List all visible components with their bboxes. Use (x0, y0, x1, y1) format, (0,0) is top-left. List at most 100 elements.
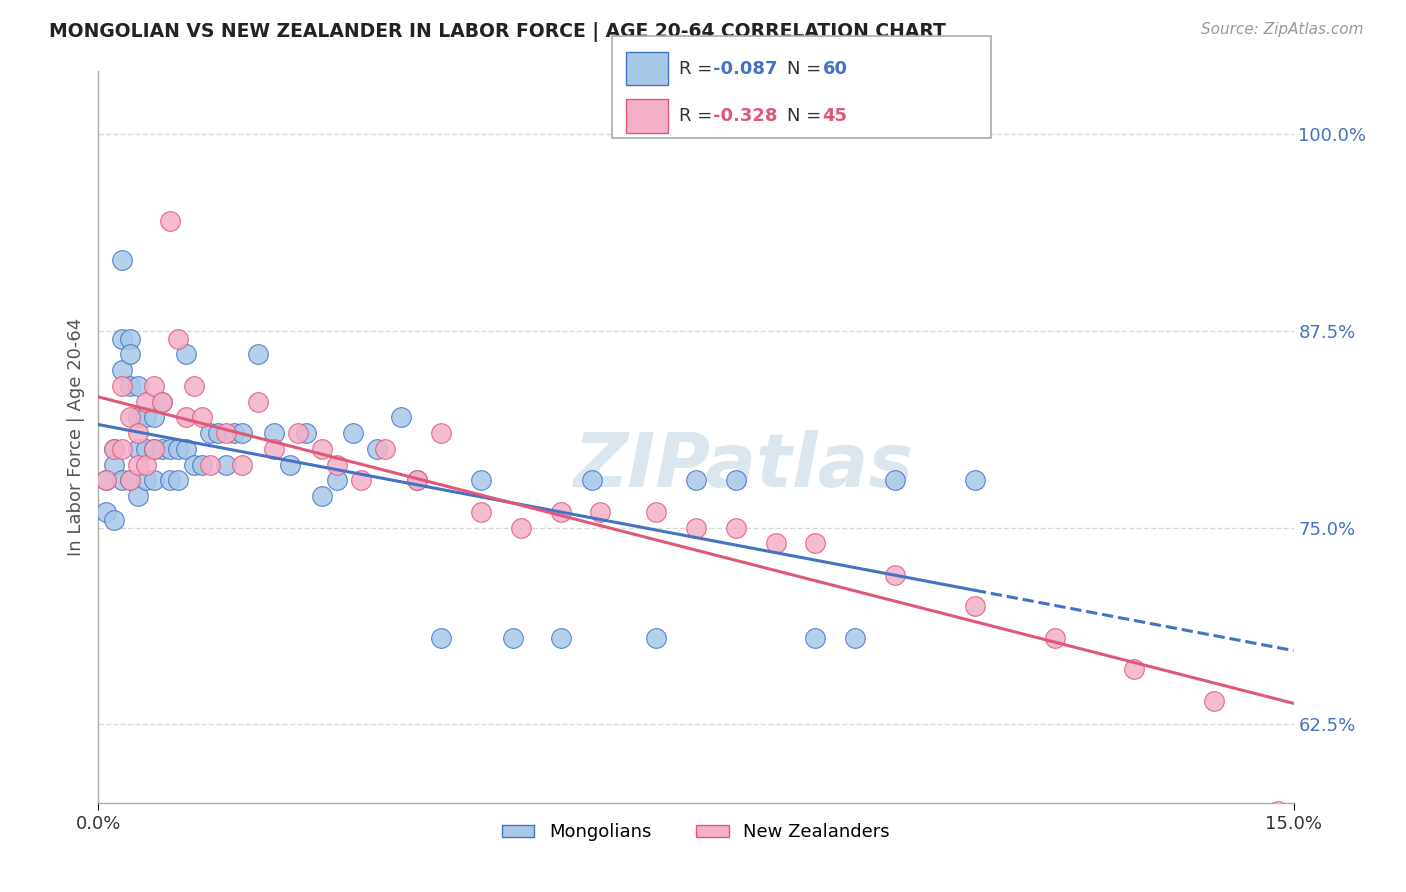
Point (963, 473, 986, 487)
Point (111, 473, 134, 487)
Point (804, 631, 827, 645)
Point (685, 520, 707, 534)
Point (1123, 662, 1146, 676)
Point (135, 394, 157, 409)
Point (167, 332, 190, 346)
Point (278, 458, 301, 472)
Point (103, 442, 125, 456)
Point (135, 473, 157, 487)
Point (366, 442, 388, 456)
Point (502, 631, 524, 645)
Point (1202, 693, 1225, 707)
Point (143, 442, 166, 456)
Point (326, 473, 349, 487)
Point (150, 394, 173, 409)
Point (470, 505, 492, 519)
Point (263, 442, 285, 456)
Point (509, 520, 531, 534)
Point (143, 442, 166, 456)
Point (389, 410, 412, 425)
Point (191, 458, 214, 472)
Point (406, 473, 429, 487)
Point (246, 394, 269, 409)
Point (342, 426, 364, 441)
Text: 60: 60 (823, 60, 848, 78)
Point (111, 253, 134, 268)
Point (120, 410, 142, 425)
Point (724, 473, 747, 487)
Point (430, 426, 453, 441)
Point (174, 442, 197, 456)
Point (183, 379, 205, 393)
Point (884, 473, 907, 487)
Point (103, 513, 125, 527)
Point (844, 631, 866, 645)
Text: N =: N = (787, 107, 827, 125)
Point (159, 214, 181, 228)
Point (159, 442, 181, 456)
Point (127, 410, 149, 425)
Point (1267, 804, 1289, 818)
Point (159, 473, 181, 487)
Point (884, 567, 907, 582)
Point (111, 442, 134, 456)
Point (589, 505, 612, 519)
Point (96, 473, 118, 487)
Point (143, 379, 166, 393)
Y-axis label: In Labor Force | Age 20-64: In Labor Force | Age 20-64 (66, 318, 84, 557)
Point (143, 473, 166, 487)
Point (326, 458, 349, 472)
Point (581, 473, 603, 487)
Text: -0.328: -0.328 (713, 107, 778, 125)
Point (294, 426, 316, 441)
Point (765, 536, 787, 550)
Point (135, 410, 157, 425)
Point (174, 410, 197, 425)
Point (167, 473, 190, 487)
Point (127, 442, 149, 456)
Point (120, 473, 142, 487)
Point (350, 473, 373, 487)
Text: N =: N = (787, 60, 827, 78)
Point (804, 536, 827, 550)
Point (231, 458, 253, 472)
Point (120, 473, 142, 487)
Point (222, 426, 245, 441)
Point (550, 505, 572, 519)
Point (127, 379, 149, 393)
Text: 45: 45 (823, 107, 848, 125)
Point (135, 442, 157, 456)
Point (103, 458, 125, 472)
Point (127, 489, 149, 503)
Point (963, 599, 986, 614)
Point (645, 631, 668, 645)
Point (215, 426, 238, 441)
Point (135, 458, 157, 472)
Legend: Mongolians, New Zealanders: Mongolians, New Zealanders (495, 816, 897, 848)
Point (470, 473, 492, 487)
Point (183, 458, 205, 472)
Point (311, 489, 333, 503)
Text: R =: R = (679, 60, 718, 78)
Point (120, 347, 142, 361)
Point (103, 442, 125, 456)
Point (1043, 631, 1066, 645)
Point (198, 458, 221, 472)
Point (111, 363, 134, 377)
Text: R =: R = (679, 107, 718, 125)
Point (96, 505, 118, 519)
Text: Source: ZipAtlas.com: Source: ZipAtlas.com (1201, 22, 1364, 37)
Point (311, 442, 333, 456)
Point (174, 347, 197, 361)
Point (143, 410, 166, 425)
Point (724, 520, 747, 534)
Point (287, 426, 309, 441)
Point (263, 426, 285, 441)
Point (430, 631, 453, 645)
Point (127, 458, 149, 472)
Point (111, 379, 134, 393)
Point (191, 410, 214, 425)
Point (167, 442, 190, 456)
Point (685, 473, 707, 487)
Text: ZIPatlas: ZIPatlas (574, 430, 914, 503)
